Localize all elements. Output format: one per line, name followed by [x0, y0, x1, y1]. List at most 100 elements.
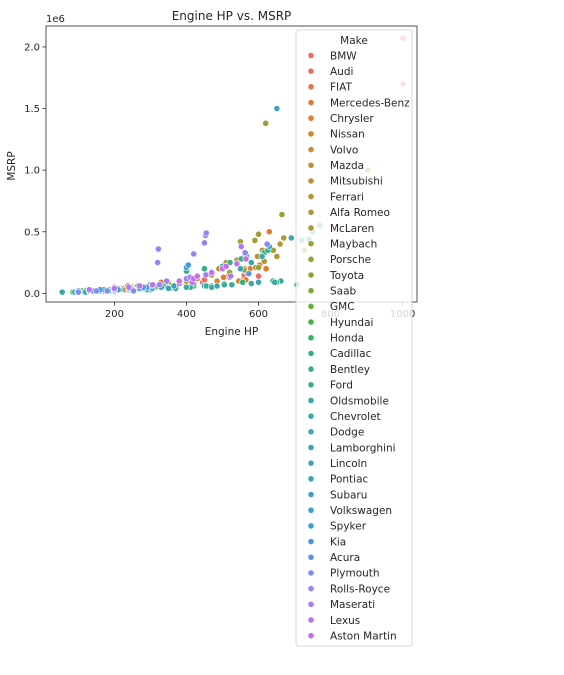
- legend-label-maybach: Maybach: [330, 238, 377, 250]
- legend-entries: BMW Audi FIAT Mercedes-Benz Chrysler Nissan Vo…: [307, 50, 410, 642]
- point-lexus: [237, 243, 245, 250]
- point-maserati: [163, 277, 171, 285]
- legend-label-mclaren: McLaren: [330, 223, 374, 235]
- legend-label-lamborghini: Lamborghini: [330, 442, 396, 454]
- point-aston-martin: [242, 255, 250, 263]
- point-rolls-royce: [202, 229, 210, 237]
- point-plymouth: [75, 288, 82, 296]
- legend-label-aston-martin: Aston Martin: [330, 630, 397, 642]
- legend-label-dodge: Dodge: [330, 427, 364, 439]
- y-tick-label: 0.0: [24, 289, 40, 300]
- point-ferrari: [273, 253, 281, 260]
- legend-marker-pontiac: [307, 475, 315, 483]
- legend-label-nissan: Nissan: [330, 129, 365, 141]
- point-bmw: [255, 272, 262, 280]
- legend-label-kia: Kia: [330, 536, 346, 548]
- legend-marker-mazda: [307, 161, 315, 169]
- point-rolls-royce: [241, 249, 249, 257]
- legend-marker-rolls-royce: [307, 585, 315, 593]
- point-bentley: [201, 265, 208, 273]
- point-rolls-royce: [154, 259, 162, 266]
- legend-label-chrysler: Chrysler: [330, 113, 374, 125]
- legend-label-volvo: Volvo: [330, 144, 358, 156]
- point-pontiac: [165, 285, 172, 292]
- legend-marker-ford: [307, 381, 315, 389]
- legend-marker-lexus: [307, 616, 315, 624]
- legend-label-subaru: Subaru: [330, 489, 367, 501]
- legend-marker-porsche: [307, 255, 315, 263]
- point-maserati: [202, 271, 210, 279]
- point-lexus: [149, 281, 157, 289]
- legend-marker-lamborghini: [307, 444, 315, 451]
- y-tick-label: 2.0: [24, 42, 40, 53]
- legend-label-mitsubishi: Mitsubishi: [330, 176, 383, 188]
- legend-label-chevrolet: Chevrolet: [330, 411, 381, 423]
- legend-marker-honda: [307, 334, 315, 342]
- point-maybach: [262, 119, 270, 127]
- legend-label-pontiac: Pontiac: [330, 474, 369, 486]
- y-offset-text: 1e6: [46, 14, 65, 25]
- point-lamborghini: [273, 105, 281, 112]
- legend-marker-bentley: [307, 365, 315, 373]
- point-spyker: [184, 261, 192, 269]
- point-ferrari: [280, 234, 288, 242]
- point-lamborghini: [247, 259, 255, 266]
- legend-label-cadillac: Cadillac: [330, 348, 372, 360]
- point-dodge: [255, 278, 262, 286]
- point-lexus: [125, 283, 133, 291]
- point-plymouth: [93, 287, 100, 295]
- legend-label-acura: Acura: [330, 552, 360, 564]
- legend-marker-saab: [307, 287, 315, 295]
- legend-marker-mitsubishi: [307, 177, 315, 185]
- point-aston-martin: [175, 277, 183, 285]
- legend-label-saab: Saab: [330, 286, 357, 298]
- point-rolls-royce: [263, 240, 271, 248]
- legend-marker-plymouth: [307, 569, 315, 577]
- legend-label-bmw: BMW: [330, 50, 357, 62]
- x-tick-label: 200: [105, 309, 124, 320]
- legend-marker-lincoln: [307, 459, 315, 467]
- legend-marker-kia: [307, 538, 315, 545]
- legend-label-porsche: Porsche: [330, 254, 371, 266]
- legend-label-ford: Ford: [330, 380, 353, 392]
- legend-label-lexus: Lexus: [330, 615, 360, 627]
- legend-label-mazda: Mazda: [330, 160, 364, 172]
- legend-label-honda: Honda: [330, 333, 364, 345]
- point-cadillac: [239, 278, 247, 286]
- legend-marker-acura: [307, 553, 315, 561]
- point-chevrolet: [247, 280, 255, 287]
- point-aston-martin: [233, 260, 241, 268]
- point-rolls-royce: [154, 245, 162, 253]
- x-tick-label: 600: [249, 309, 268, 320]
- legend-marker-mercedes-benz: [307, 99, 315, 106]
- legend-label-maserati: Maserati: [330, 599, 375, 611]
- legend-marker-chevrolet: [307, 412, 315, 420]
- legend-marker-mclaren: [307, 224, 315, 232]
- point-aston-martin: [193, 272, 201, 280]
- point-dodge: [271, 278, 279, 286]
- point-mercedes-benz: [262, 265, 270, 273]
- point-maserati: [156, 281, 163, 289]
- point-rolls-royce: [190, 250, 198, 258]
- point-dodge: [213, 282, 221, 290]
- y-axis-label: MSRP: [6, 151, 18, 180]
- legend-marker-aston-martin: [307, 632, 315, 640]
- point-aston-martin: [222, 262, 230, 270]
- legend-marker-audi: [307, 67, 315, 75]
- legend-marker-volkswagen: [307, 506, 315, 514]
- legend-label-spyker: Spyker: [330, 521, 367, 533]
- x-tick-label: 400: [177, 309, 196, 320]
- point-aston-martin: [208, 269, 216, 276]
- legend-marker-toyota: [307, 271, 315, 279]
- legend-marker-oldsmobile: [307, 397, 315, 404]
- legend-marker-cadillac: [307, 350, 315, 357]
- legend-marker-subaru: [307, 491, 315, 498]
- legend-label-plymouth: Plymouth: [330, 568, 380, 580]
- x-axis-label: Engine HP: [205, 326, 259, 338]
- legend-label-fiat: FIAT: [330, 82, 353, 94]
- legend-marker-volvo: [307, 146, 315, 153]
- plot-frame: [45, 25, 418, 303]
- point-chevrolet: [220, 281, 228, 289]
- point-lamborghini: [237, 265, 244, 273]
